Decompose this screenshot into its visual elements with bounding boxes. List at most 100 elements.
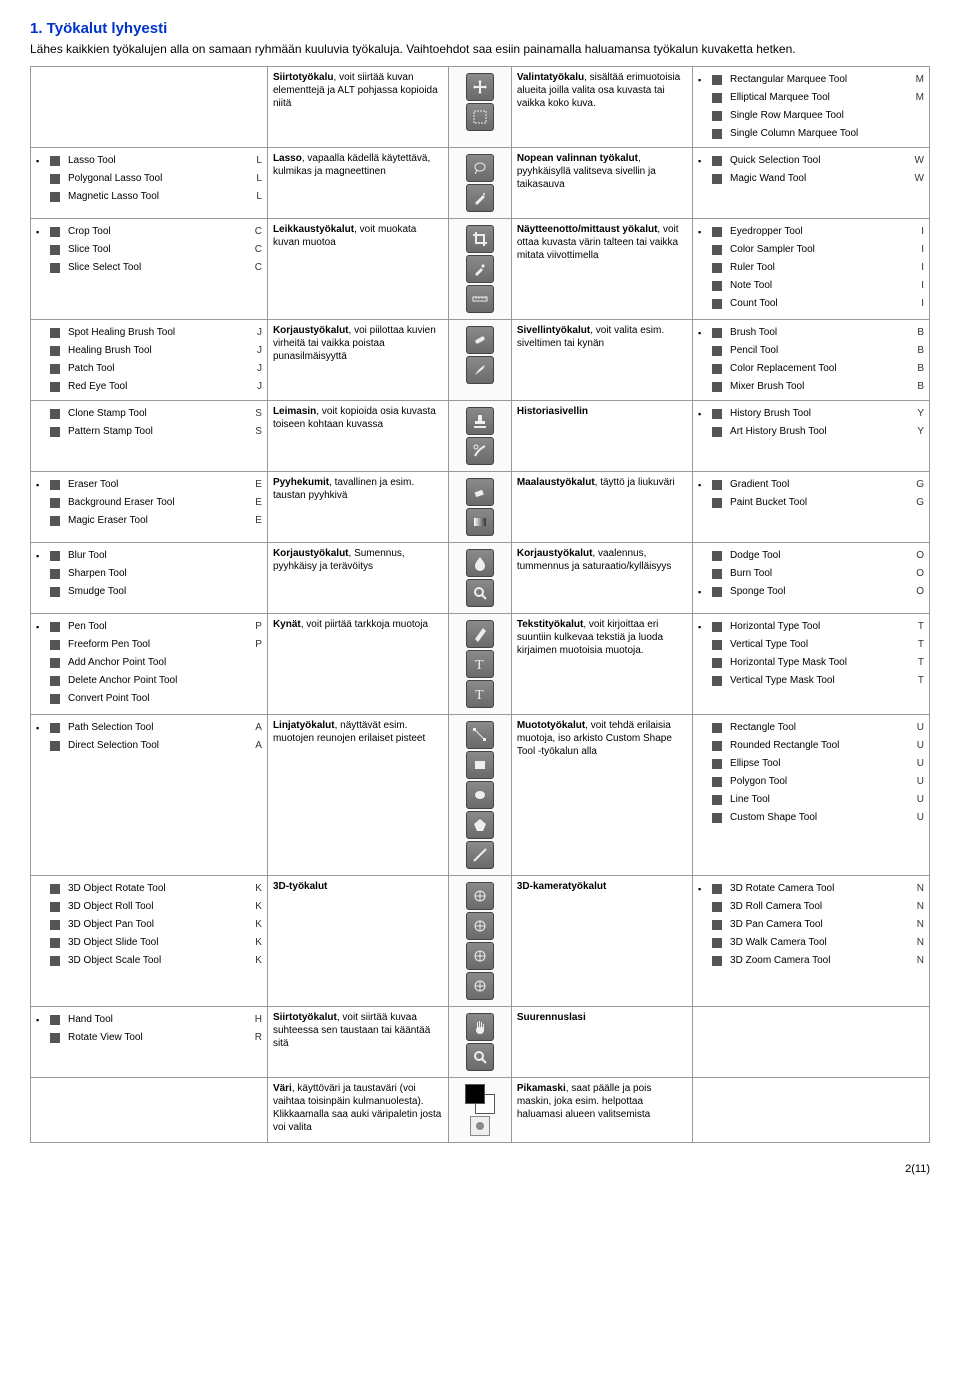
pen-tool-icon[interactable]	[466, 620, 494, 648]
left-menu-item[interactable]: Pattern Stamp ToolS	[36, 423, 262, 441]
crop-tool-icon[interactable]	[466, 225, 494, 253]
right-menu-item[interactable]: Custom Shape ToolU	[698, 809, 924, 827]
left-menu-item[interactable]: 3D Object Scale ToolK	[36, 952, 262, 970]
right-menu-item[interactable]: Single Column Marquee Tool	[698, 125, 924, 143]
right-menu-item[interactable]: Horizontal Type Mask ToolT	[698, 654, 924, 672]
right-menu-item[interactable]: Polygon ToolU	[698, 773, 924, 791]
lasso-tool-icon[interactable]	[466, 154, 494, 182]
left-menu-item[interactable]: Magnetic Lasso ToolL	[36, 188, 262, 206]
3d2-tool-icon[interactable]	[466, 912, 494, 940]
history-tool-icon[interactable]	[466, 437, 494, 465]
3d1-tool-icon[interactable]	[466, 882, 494, 910]
left-menu-item[interactable]: Slice Select ToolC	[36, 259, 262, 277]
left-menu-item[interactable]: 3D Object Slide ToolK	[36, 934, 262, 952]
heal-tool-icon[interactable]	[466, 326, 494, 354]
left-menu-item[interactable]: Sharpen Tool	[36, 565, 262, 583]
right-menu-item[interactable]: Magic Wand ToolW	[698, 170, 924, 188]
zoom-tool-icon[interactable]	[466, 1043, 494, 1071]
right-menu-item[interactable]: Ellipse ToolU	[698, 755, 924, 773]
left-menu-item[interactable]: 3D Object Roll ToolK	[36, 898, 262, 916]
left-menu-item[interactable]: Magic Eraser ToolE	[36, 512, 262, 530]
right-menu-item[interactable]: Mixer Brush ToolB	[698, 378, 924, 396]
left-menu-item[interactable]: Convert Point Tool	[36, 690, 262, 708]
right-menu-item[interactable]: Line ToolU	[698, 791, 924, 809]
left-menu-item[interactable]: Smudge Tool	[36, 583, 262, 601]
3d4-tool-icon[interactable]	[466, 972, 494, 1000]
3d3-tool-icon[interactable]	[466, 942, 494, 970]
left-menu-item[interactable]: 3D Object Rotate ToolK	[36, 880, 262, 898]
eraser-tool-icon[interactable]	[466, 478, 494, 506]
left-menu-item[interactable]: Polygonal Lasso ToolL	[36, 170, 262, 188]
move-tool-icon[interactable]	[466, 73, 494, 101]
left-menu-item[interactable]: Healing Brush ToolJ	[36, 342, 262, 360]
left-menu-item[interactable]: Red Eye ToolJ	[36, 378, 262, 396]
right-menu-item[interactable]: ▪History Brush ToolY	[698, 405, 924, 423]
left-menu-item[interactable]: Delete Anchor Point Tool	[36, 672, 262, 690]
right-menu-item[interactable]: Pencil ToolB	[698, 342, 924, 360]
wand-tool-icon[interactable]	[466, 184, 494, 212]
rect-tool-icon[interactable]	[466, 751, 494, 779]
poly-tool-icon[interactable]	[466, 811, 494, 839]
left-menu-item[interactable]: Spot Healing Brush ToolJ	[36, 324, 262, 342]
left-menu-item[interactable]: Slice ToolC	[36, 241, 262, 259]
ellipse-tool-icon[interactable]	[466, 781, 494, 809]
right-menu-item[interactable]: ▪Eyedropper ToolI	[698, 223, 924, 241]
left-menu-item[interactable]: Rotate View ToolR	[36, 1029, 262, 1047]
left-menu-item[interactable]: Patch ToolJ	[36, 360, 262, 378]
right-menu-item[interactable]: Paint Bucket ToolG	[698, 494, 924, 512]
right-menu-item[interactable]: Rectangle ToolU	[698, 719, 924, 737]
left-menu-item[interactable]: ▪Lasso ToolL	[36, 152, 262, 170]
left-menu-item[interactable]: ▪Crop ToolC	[36, 223, 262, 241]
type-tool-icon[interactable]: T	[466, 650, 494, 678]
marquee-tool-icon[interactable]	[466, 103, 494, 131]
quickmask-icon[interactable]	[470, 1116, 490, 1136]
right-menu-item[interactable]: ▪Rectangular Marquee ToolM	[698, 71, 924, 89]
right-menu-item[interactable]: Color Sampler ToolI	[698, 241, 924, 259]
dodge-tool-icon[interactable]	[466, 579, 494, 607]
left-menu-item[interactable]: Add Anchor Point Tool	[36, 654, 262, 672]
right-menu-item[interactable]: Count ToolI	[698, 295, 924, 313]
left-menu-item[interactable]: Background Eraser ToolE	[36, 494, 262, 512]
right-menu-item[interactable]: ▪Gradient ToolG	[698, 476, 924, 494]
eyedrop-tool-icon[interactable]	[466, 255, 494, 283]
right-menu-item[interactable]: ▪Sponge ToolO	[698, 583, 924, 601]
right-menu-item[interactable]: Ruler ToolI	[698, 259, 924, 277]
line-tool-icon[interactable]	[466, 841, 494, 869]
right-menu-item[interactable]: Art History Brush ToolY	[698, 423, 924, 441]
right-menu-item[interactable]: Color Replacement ToolB	[698, 360, 924, 378]
right-menu-item[interactable]: Vertical Type ToolT	[698, 636, 924, 654]
right-menu-item[interactable]: 3D Pan Camera ToolN	[698, 916, 924, 934]
left-menu-item[interactable]: Freeform Pen ToolP	[36, 636, 262, 654]
type2-tool-icon[interactable]: T	[466, 680, 494, 708]
brush-tool-icon[interactable]	[466, 356, 494, 384]
right-menu-item[interactable]: Elliptical Marquee ToolM	[698, 89, 924, 107]
gradient-tool-icon[interactable]	[466, 508, 494, 536]
hand-tool-icon[interactable]	[466, 1013, 494, 1041]
right-menu-item[interactable]: ▪Brush ToolB	[698, 324, 924, 342]
right-menu-item[interactable]: 3D Zoom Camera ToolN	[698, 952, 924, 970]
stamp-tool-icon[interactable]	[466, 407, 494, 435]
left-menu-item[interactable]: ▪Path Selection ToolA	[36, 719, 262, 737]
right-menu-item[interactable]: 3D Roll Camera ToolN	[698, 898, 924, 916]
right-menu-item[interactable]: 3D Walk Camera ToolN	[698, 934, 924, 952]
blur-tool-icon[interactable]	[466, 549, 494, 577]
left-menu-item[interactable]: Clone Stamp ToolS	[36, 405, 262, 423]
right-menu-item[interactable]: ▪Horizontal Type ToolT	[698, 618, 924, 636]
right-menu-item[interactable]: Burn ToolO	[698, 565, 924, 583]
left-menu-item[interactable]: 3D Object Pan ToolK	[36, 916, 262, 934]
left-menu-item[interactable]: ▪Blur Tool	[36, 547, 262, 565]
right-menu-item[interactable]: ▪Quick Selection ToolW	[698, 152, 924, 170]
left-menu-item[interactable]: Direct Selection ToolA	[36, 737, 262, 755]
right-menu-item[interactable]: Vertical Type Mask ToolT	[698, 672, 924, 690]
right-menu-item[interactable]: Dodge ToolO	[698, 547, 924, 565]
left-menu-item[interactable]: ▪Hand ToolH	[36, 1011, 262, 1029]
left-menu-item[interactable]: ▪Pen ToolP	[36, 618, 262, 636]
right-menu-item[interactable]: Single Row Marquee Tool	[698, 107, 924, 125]
path-tool-icon[interactable]	[466, 721, 494, 749]
ruler-tool-icon[interactable]	[466, 285, 494, 313]
right-menu-item[interactable]: ▪3D Rotate Camera ToolN	[698, 880, 924, 898]
left-menu-item[interactable]: ▪Eraser ToolE	[36, 476, 262, 494]
color-swatch[interactable]	[465, 1084, 495, 1114]
right-menu-item[interactable]: Note ToolI	[698, 277, 924, 295]
right-menu-item[interactable]: Rounded Rectangle ToolU	[698, 737, 924, 755]
